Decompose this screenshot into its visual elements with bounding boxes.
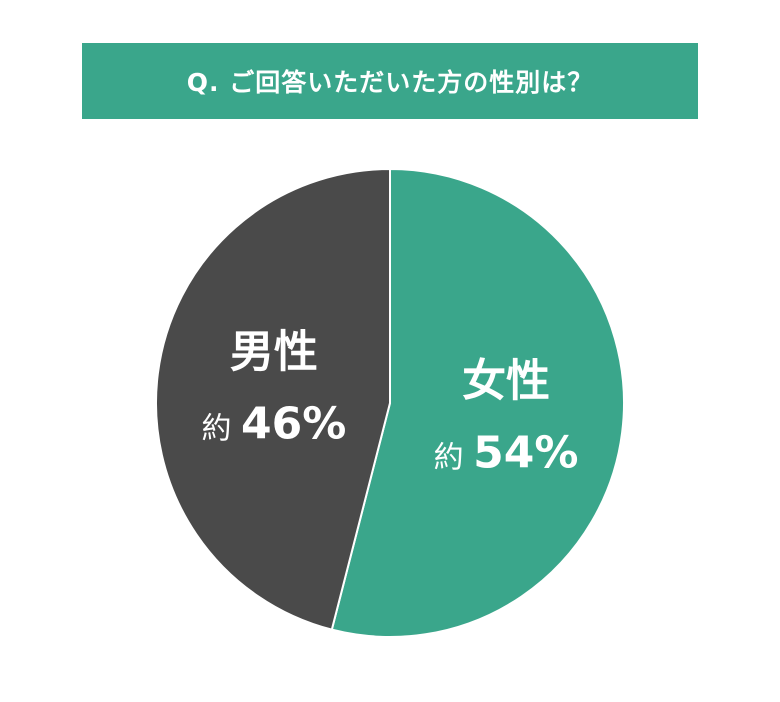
- chart-title-bar: Q. ご回答いただいた方の性別は？: [82, 43, 698, 119]
- slice-name-label: 男性: [230, 326, 318, 377]
- slice-value: 46%: [241, 398, 346, 449]
- pie-slice-0: [330, 167, 625, 638]
- chart-title: Q. ご回答いただいた方の性別は？: [186, 68, 594, 97]
- slice-value-label: 約 46%: [201, 398, 346, 449]
- slice-value-prefix: 約: [434, 441, 474, 476]
- slice-value-label: 約 54%: [434, 428, 579, 479]
- slice-name-label: 女性: [462, 356, 550, 407]
- slice-value: 54%: [473, 428, 578, 479]
- slice-value-prefix: 約: [201, 411, 241, 446]
- pie-slice-1: [155, 167, 391, 631]
